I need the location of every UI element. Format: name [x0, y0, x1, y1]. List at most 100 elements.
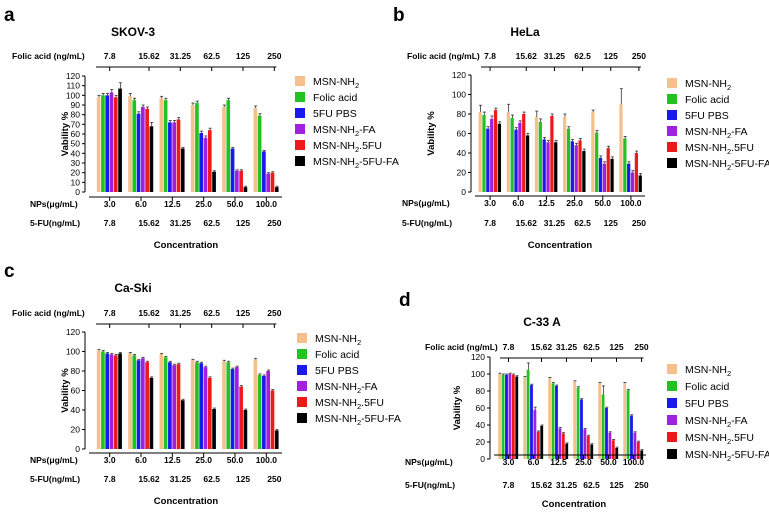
bar: [149, 126, 154, 192]
bar: [266, 173, 271, 192]
bar: [235, 367, 239, 449]
bar: [270, 172, 275, 192]
folic-axis-label: Folic acid (ng/mL): [12, 308, 85, 318]
bar: [145, 362, 149, 449]
bar: [190, 105, 195, 192]
legend-swatch: [667, 110, 677, 120]
bar: [591, 112, 595, 192]
bar: [598, 383, 602, 459]
bar: [634, 153, 639, 192]
np-axis-label: NPs(μg/mL): [30, 199, 78, 209]
bar: [525, 135, 530, 192]
bar: [113, 355, 118, 449]
bar: [478, 112, 482, 192]
folic-tick-label: 7.8: [503, 342, 515, 352]
legend-label: MSN-NH2-5FU-FA: [685, 449, 769, 463]
legend-swatch: [667, 415, 677, 425]
bar: [508, 374, 512, 459]
bar: [626, 390, 630, 459]
folic-tick-label: 125: [236, 308, 250, 318]
panel-d: d C-33 A 0 20 40 60 80 100 120 Vability % Folic ac…: [399, 290, 769, 510]
np-axis-label: NPs(μg/mL): [402, 198, 450, 208]
bar: [180, 148, 185, 192]
bar: [583, 429, 587, 459]
np-axis-label: NPs(μg/mL): [405, 457, 453, 467]
bar: [132, 100, 137, 192]
bar: [580, 399, 583, 459]
bar: [486, 128, 490, 193]
folic-tick-label: 62.5: [203, 51, 220, 61]
fu-tick-label: 125: [604, 218, 618, 228]
y-axis-title: Vability %: [426, 111, 437, 156]
fu-tick-label: 15.62: [516, 218, 538, 228]
bar: [235, 170, 239, 192]
legend-label: MSN-NH2.5FU: [685, 432, 754, 446]
folic-tick-label: 62.5: [203, 308, 220, 318]
bar: [605, 408, 608, 459]
y-axis-title: Vability %: [452, 385, 463, 430]
bar: [546, 142, 550, 192]
folic-axis-label: Folic acid (ng/mL): [407, 51, 480, 61]
y-tick-label: 90: [71, 100, 81, 110]
bar: [190, 360, 195, 449]
folic-tick-label: 31.25: [556, 342, 578, 352]
bar: [118, 88, 122, 192]
folic-tick-label: 7.8: [104, 51, 116, 61]
np-tick-label: 50.0: [227, 455, 244, 465]
panel-letter: b: [393, 5, 405, 26]
legend-swatch: [295, 76, 305, 86]
legend-label: 5FU PBS: [685, 398, 729, 410]
bar: [257, 374, 262, 449]
bar: [149, 377, 154, 449]
bar: [274, 187, 279, 192]
legend-swatch: [667, 126, 677, 136]
y-tick-label: 20: [476, 437, 486, 447]
y-tick-label: 50: [71, 139, 81, 149]
fu-tick-label: 250: [634, 480, 648, 490]
fu-tick-label: 62.5: [574, 218, 591, 228]
bar: [630, 415, 633, 459]
bar: [558, 428, 562, 459]
bar: [212, 171, 216, 192]
bar: [551, 383, 555, 459]
y-tick-label: 100: [452, 90, 466, 100]
bar: [163, 357, 168, 449]
legend-label: Folic acid: [313, 92, 358, 104]
bar: [490, 118, 494, 193]
legend-swatch: [667, 78, 677, 88]
y-tick-label: 20: [71, 168, 81, 178]
folic-tick-label: 31.25: [170, 51, 192, 61]
fu-tick-label: 125: [609, 480, 623, 490]
bar: [482, 114, 486, 192]
fu-tick-label: 15.62: [138, 218, 160, 228]
legend-swatch: [297, 397, 307, 407]
bar: [109, 354, 114, 449]
y-tick-label: 40: [71, 405, 81, 415]
fu-tick-label: 7.8: [104, 474, 116, 484]
bar: [132, 355, 137, 449]
np-tick-label: 6.0: [528, 457, 540, 467]
bar: [266, 371, 271, 449]
panel-letter: a: [4, 5, 15, 26]
bar: [555, 385, 558, 459]
bar: [501, 374, 505, 459]
y-axis-title: Vability %: [60, 368, 71, 413]
legend-label: MSN-NH2: [685, 364, 731, 378]
chart-title: HeLa: [510, 25, 540, 39]
np-tick-label: 100.0: [623, 457, 645, 467]
legend-swatch: [295, 156, 305, 166]
bar: [113, 97, 118, 192]
bar: [203, 367, 208, 449]
legend-swatch: [667, 449, 677, 459]
folic-tick-label: 250: [632, 51, 646, 61]
y-tick-label: 100: [66, 347, 80, 357]
bar: [566, 128, 571, 193]
y-tick-label: 0: [480, 454, 485, 464]
bar: [226, 100, 231, 192]
bar: [105, 353, 110, 449]
y-axis-title: Vability %: [60, 111, 71, 156]
bar: [262, 151, 266, 192]
fu-tick-label: 31.25: [170, 474, 192, 484]
bar: [199, 133, 204, 192]
bar: [141, 106, 145, 192]
